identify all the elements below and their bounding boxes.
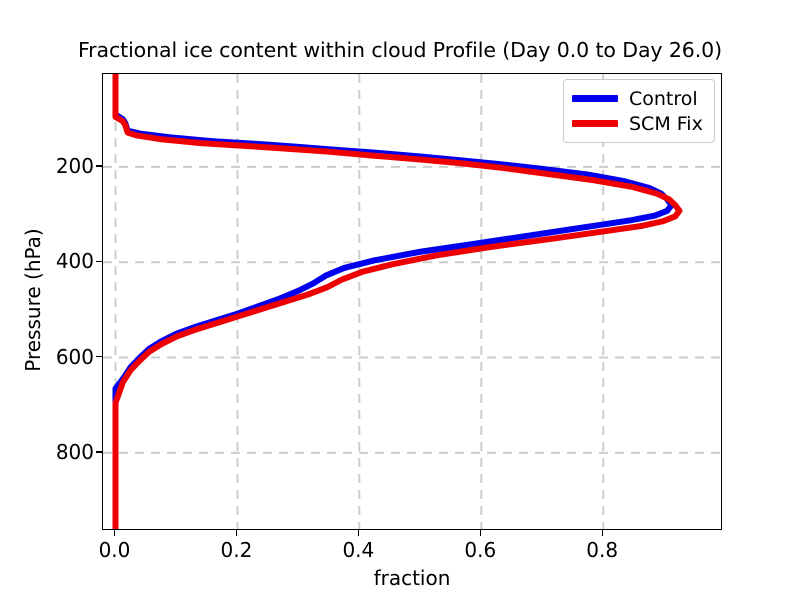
x-axis-label: fraction [373,566,451,590]
x-tick-mark [601,530,603,536]
y-tick-mark [96,356,102,358]
plot-area [102,73,722,530]
y-tick-label: 800 [55,439,94,464]
y-tick-label: 600 [55,344,94,369]
x-axis-tick-labels: 0.0 0.2 0.4 0.6 0.8 [0,538,800,568]
x-tick-mark [357,530,360,536]
legend-entry-scm-fix: SCM Fix [572,111,706,136]
y-axis-tick-labels: 200 400 600 800 [8,0,94,600]
x-tick-label: 0.8 [586,538,619,562]
x-tick-mark [113,530,116,536]
y-tick-mark [96,451,102,453]
series-line-scm-fix [112,74,683,529]
y-tick-mark [96,165,102,167]
legend-swatch-scm-fix [572,120,618,127]
chart-legend[interactable]: Control SCM Fix [563,79,715,143]
grid-lines [103,74,721,529]
y-tick-mark [96,260,102,263]
chart-title: Fractional ice content within cloud Prof… [77,38,723,62]
legend-swatch-control [572,95,618,102]
legend-label-scm-fix: SCM Fix [629,112,703,135]
y-tick-label: 400 [55,249,94,274]
y-axis-label: Pressure (hPa) [21,228,45,372]
legend-label-control: Control [629,87,698,110]
x-tick-label: 0.4 [342,538,375,562]
series-lines [112,74,683,529]
x-tick-mark [479,530,482,536]
y-tick-label: 200 [55,153,94,178]
x-tick-mark [235,530,238,536]
x-tick-label: 0.6 [464,538,497,562]
legend-entry-control: Control [572,86,706,111]
plot-svg [103,74,721,529]
x-tick-label: 0.0 [98,538,131,562]
x-tick-label: 0.2 [220,538,253,562]
